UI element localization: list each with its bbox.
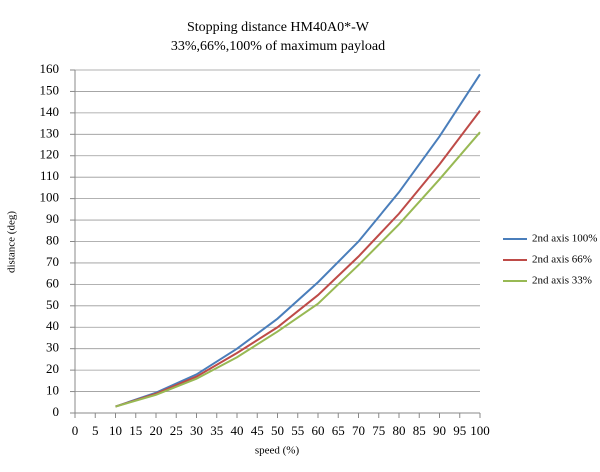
y-tick-label: 50 (46, 297, 59, 312)
x-tick-label: 75 (372, 423, 385, 438)
x-tick-label: 20 (150, 423, 163, 438)
data-line (115, 131, 481, 408)
x-tick-label: 95 (453, 423, 466, 438)
x-tick-label: 0 (72, 423, 79, 438)
chart-title: Stopping distance HM40A0*-W (187, 20, 370, 35)
y-tick-label: 30 (46, 340, 59, 355)
x-tick-label: 45 (251, 423, 264, 438)
x-tick-label: 25 (170, 423, 183, 438)
x-tick-label: 80 (393, 423, 406, 438)
y-tick-label: 90 (46, 211, 59, 226)
y-tick-label: 100 (40, 190, 60, 205)
y-axis-label: distance (deg) (6, 211, 18, 273)
x-tick-label: 40 (231, 423, 244, 438)
data-line (115, 73, 481, 408)
x-tick-label: 5 (92, 423, 99, 438)
y-tick-label: 110 (40, 168, 59, 183)
data-line (115, 110, 481, 408)
y-tick-label: 120 (40, 147, 60, 162)
y-tick-label: 150 (40, 82, 60, 97)
y-tick-label: 60 (46, 275, 59, 290)
legend-label: 2nd axis 100% (532, 233, 597, 245)
y-tick-label: 70 (46, 254, 59, 269)
x-tick-label: 90 (433, 423, 446, 438)
x-tick-label: 30 (190, 423, 203, 438)
x-tick-label: 35 (210, 423, 223, 438)
x-tick-label: 50 (271, 423, 284, 438)
y-tick-label: 10 (46, 383, 59, 398)
y-tick-label: 130 (40, 125, 60, 140)
chart-subtitle: 33%,66%,100% of maximum payload (171, 39, 385, 54)
x-tick-label: 55 (291, 423, 304, 438)
x-axis-label: speed (%) (255, 445, 300, 457)
x-tick-label: 70 (352, 423, 365, 438)
y-tick-label: 40 (46, 318, 59, 333)
x-tick-label: 15 (129, 423, 142, 438)
y-tick-label: 20 (46, 361, 59, 376)
legend-label: 2nd axis 33% (532, 275, 592, 287)
x-tick-label: 65 (332, 423, 345, 438)
y-tick-label: 140 (40, 104, 60, 119)
x-tick-label: 60 (312, 423, 325, 438)
y-tick-label: 0 (53, 404, 60, 419)
x-tick-label: 100 (470, 423, 490, 438)
legend-label: 2nd axis 66% (532, 254, 592, 266)
y-tick-label: 160 (40, 61, 60, 76)
x-tick-label: 85 (413, 423, 426, 438)
x-tick-label: 10 (109, 423, 122, 438)
y-tick-label: 80 (46, 232, 59, 247)
